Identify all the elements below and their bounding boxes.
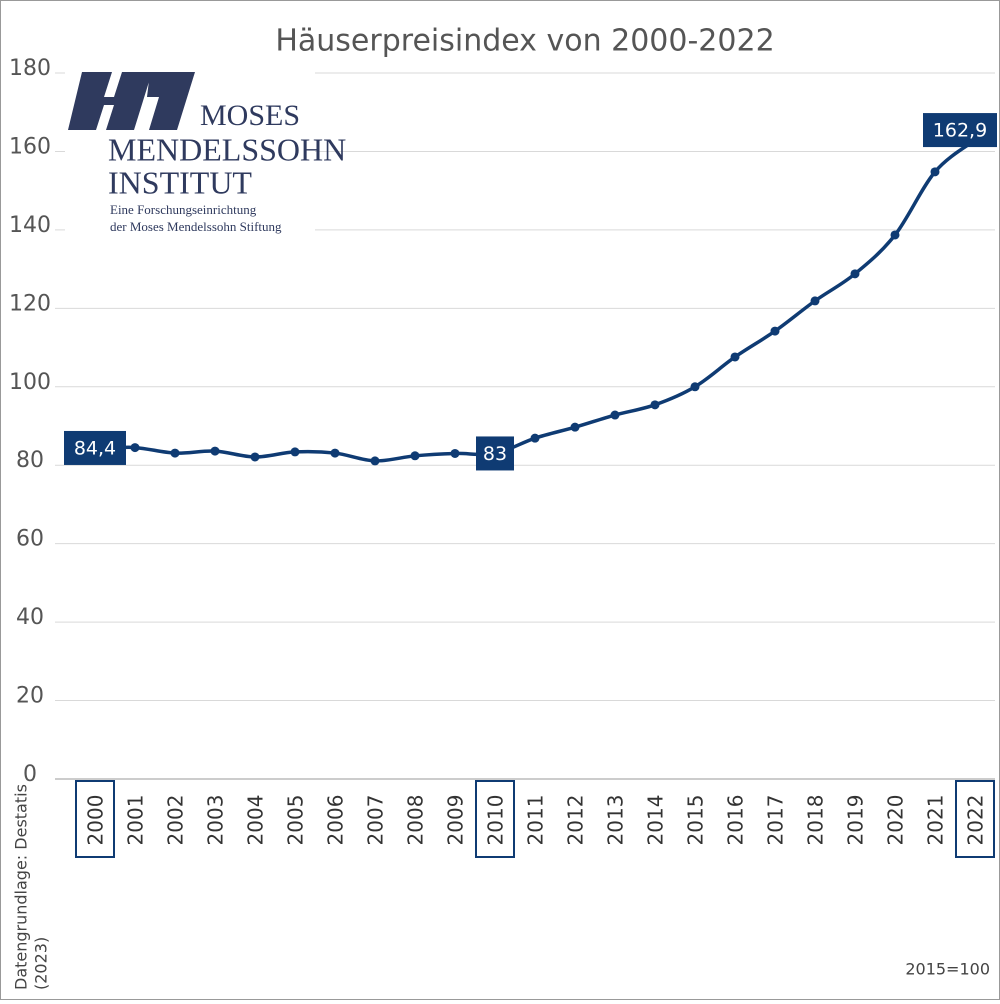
x-tick-label: 2013 xyxy=(604,795,628,846)
point xyxy=(410,451,420,461)
x-tick-label: 2000 xyxy=(84,795,108,846)
x-tick-label: 2007 xyxy=(364,795,388,846)
x-tick-label: 2005 xyxy=(284,795,308,846)
chart-title: Häuserpreisindex von 2000-2022 xyxy=(275,24,774,59)
y-tick-label: 60 xyxy=(16,527,44,552)
x-tick-label: 2014 xyxy=(644,795,668,846)
point xyxy=(170,448,180,458)
label-box xyxy=(64,430,126,465)
y-tick-label: 80 xyxy=(16,448,44,473)
x-tick-label: 2009 xyxy=(444,795,468,846)
value-label: 83 xyxy=(483,443,507,465)
x-tick-label: 2004 xyxy=(244,795,268,846)
point xyxy=(690,382,700,392)
point xyxy=(130,443,140,453)
y-tick-label: 20 xyxy=(16,684,44,709)
point xyxy=(290,447,300,457)
y-tick-label: 180 xyxy=(9,56,51,81)
y-tick-label: 0 xyxy=(23,762,37,787)
point xyxy=(610,410,620,420)
x-tick-label: 2015 xyxy=(684,795,708,846)
x-tick-label: 2017 xyxy=(764,795,788,846)
x-tick-label: 2019 xyxy=(844,795,868,846)
y-tick-label: 100 xyxy=(9,370,51,395)
point xyxy=(370,456,380,466)
x-tick-label: 2003 xyxy=(204,795,228,846)
logo-tagline: der Moses Mendelssohn Stiftung xyxy=(110,219,282,234)
point xyxy=(210,446,220,456)
label-box xyxy=(923,113,997,148)
x-tick-label: 2010 xyxy=(484,795,508,846)
source: Datengrundlage: Destatis xyxy=(12,784,31,990)
logo-text: INSTITUT xyxy=(108,164,252,200)
x-tick-label: 2011 xyxy=(524,795,548,846)
point xyxy=(450,448,460,458)
point xyxy=(530,433,540,443)
x-tick-label: 2020 xyxy=(884,795,908,846)
point xyxy=(930,167,940,177)
point xyxy=(570,422,580,432)
category-highlight xyxy=(475,780,515,858)
point xyxy=(330,448,340,458)
logo-mark xyxy=(68,72,195,130)
source: (2023) xyxy=(32,937,51,990)
x-tick-label: 2006 xyxy=(324,795,348,846)
note: 2015=100 xyxy=(905,960,990,979)
x-tick-label: 2002 xyxy=(164,795,188,846)
label-box xyxy=(476,436,514,471)
logo-text: MOSES xyxy=(200,99,300,132)
y-tick-label: 120 xyxy=(9,291,51,316)
value-label: 162,9 xyxy=(933,120,987,142)
x-tick-label: 2018 xyxy=(804,795,828,846)
x-tick-label: 2008 xyxy=(404,795,428,846)
y-tick-label: 140 xyxy=(9,213,51,238)
x-tick-label: 2012 xyxy=(564,795,588,846)
x-tick-label: 2016 xyxy=(724,795,748,846)
x-tick-label: 2021 xyxy=(924,795,948,846)
point xyxy=(810,296,820,306)
value-label: 84,4 xyxy=(74,437,116,459)
y-tick-label: 160 xyxy=(9,134,51,159)
logo-tagline: Eine Forschungseinrichtung xyxy=(110,202,257,217)
category-highlight xyxy=(955,780,995,858)
point xyxy=(730,352,740,362)
y-tick-label: 40 xyxy=(16,605,44,630)
category-highlight xyxy=(75,780,115,858)
point xyxy=(890,230,900,240)
logo-bg xyxy=(65,65,315,240)
logo: MOSES MENDELSSOHN INSTITUT Eine Forschun… xyxy=(65,65,346,240)
point xyxy=(650,400,660,410)
point xyxy=(770,326,780,336)
point xyxy=(850,269,860,279)
point xyxy=(250,452,260,462)
x-tick-label: 2022 xyxy=(964,795,988,846)
x-tick-label: 2001 xyxy=(124,795,148,846)
logo-text: MENDELSSOHN xyxy=(108,131,346,167)
